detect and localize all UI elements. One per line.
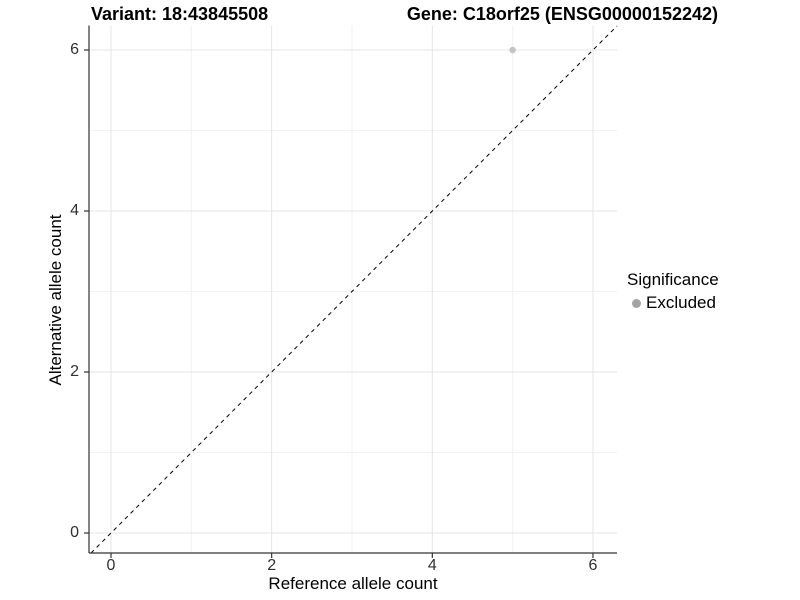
x-tick-label: 4	[427, 557, 437, 574]
x-tick-label: 0	[106, 557, 116, 574]
legend-point-icon	[632, 298, 641, 308]
gene-title: Gene: C18orf25 (ENSG00000152242)	[406, 4, 718, 24]
x-tick-label: 6	[588, 557, 598, 574]
y-axis-title: Alternative allele count	[46, 214, 65, 386]
y-tick-label: 2	[70, 363, 79, 380]
legend: Significance Excluded	[627, 270, 719, 313]
plot-titles: Variant: 18:43845508 Gene: C18orf25 (ENS…	[91, 4, 718, 25]
y-tick-label: 4	[70, 202, 79, 219]
legend-title: Significance	[627, 270, 719, 289]
y-tick-label: 6	[70, 41, 79, 58]
y-tick-label: 0	[70, 524, 79, 541]
identity-dashed-line	[90, 25, 618, 554]
variant-title: Variant: 18:43845508	[91, 4, 269, 24]
x-axis-title: Reference allele count	[268, 574, 438, 593]
x-tick-label: 2	[267, 557, 277, 574]
data-point-excluded	[509, 46, 516, 54]
legend-item-label: Excluded	[646, 293, 716, 312]
legend-item-excluded: Excluded	[627, 293, 719, 313]
